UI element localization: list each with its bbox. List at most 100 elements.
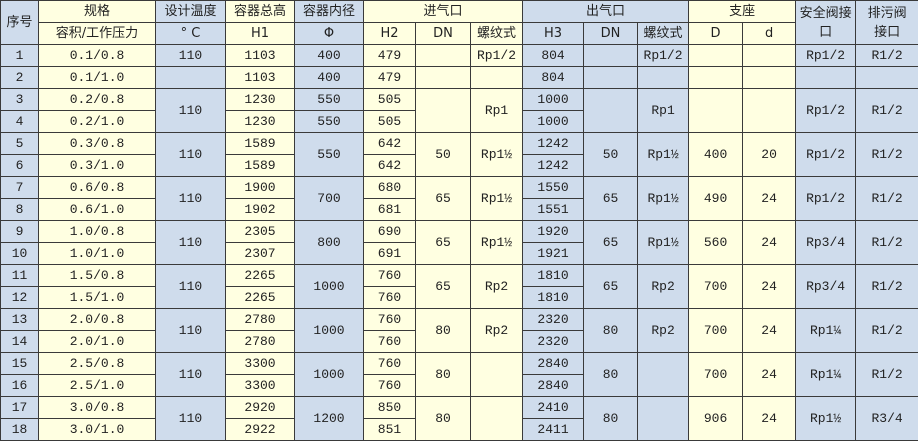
cell-seq: 9 bbox=[0, 220, 39, 243]
cell-temp: 110 bbox=[155, 44, 226, 67]
header-phi: Φ bbox=[294, 22, 364, 45]
table-row: 2 0.1/1.0 1103 400 479 804 bbox=[0, 66, 918, 89]
cell-diameter: 1200 bbox=[294, 396, 364, 441]
cell-temp: 110 bbox=[155, 132, 226, 177]
cell-seq: 4 bbox=[0, 110, 39, 133]
cell-inlet-thread bbox=[469, 66, 524, 89]
cell-support-D: 560 bbox=[688, 220, 744, 265]
cell-h1: 2780 bbox=[225, 330, 295, 353]
cell-safety-valve: Rp3/4 bbox=[795, 264, 857, 309]
cell-outlet-h3: 1550 bbox=[522, 176, 585, 199]
cell-outlet-thread: Rp1/2 bbox=[637, 44, 690, 67]
cell-inlet-h2: 760 bbox=[363, 286, 416, 309]
cell-h1: 3300 bbox=[225, 352, 295, 375]
cell-diameter: 400 bbox=[294, 44, 364, 67]
cell-seq: 10 bbox=[0, 242, 39, 265]
cell-drain-valve: R3/4 bbox=[855, 396, 918, 441]
table-row: 14 2.0/1.0 2780 760 2320 bbox=[0, 330, 918, 353]
header-seq: 序号 bbox=[0, 0, 39, 45]
header-inlet-dn: DN bbox=[415, 22, 471, 45]
cell-outlet-h3: 2840 bbox=[522, 374, 585, 397]
cell-inlet-thread: Rp2 bbox=[469, 308, 524, 353]
table-row: 11 1.5/0.8 110 2265 1000 760 65 Rp2 1810 65 Rp2 700… bbox=[0, 264, 918, 309]
table-row: 7 0.6/0.8 110 1900 700 680 65 Rp1½ 1550 65 Rp1½ 490… bbox=[0, 176, 918, 221]
cell-support-D: 700 bbox=[688, 308, 744, 353]
header-temp: 设计温度 bbox=[155, 0, 226, 23]
cell-seq: 12 bbox=[0, 286, 39, 309]
cell-outlet-h3: 1242 bbox=[522, 154, 585, 177]
cell-outlet-h3: 2840 bbox=[522, 352, 585, 375]
cell-spec: 0.3/0.8 bbox=[38, 132, 156, 155]
cell-h1: 2780 bbox=[225, 308, 295, 331]
header-diameter: 容器内径 bbox=[294, 0, 364, 23]
cell-h1: 3300 bbox=[225, 374, 295, 397]
cell-seq: 8 bbox=[0, 198, 39, 221]
cell-support-d bbox=[742, 88, 797, 133]
cell-inlet-h2: 690 bbox=[363, 220, 416, 243]
cell-spec: 3.0/0.8 bbox=[38, 396, 156, 419]
cell-seq: 16 bbox=[0, 374, 39, 397]
cell-inlet-h2: 851 bbox=[363, 418, 416, 441]
cell-support-d bbox=[742, 44, 797, 67]
cell-inlet-h2: 760 bbox=[363, 264, 416, 287]
cell-temp bbox=[155, 66, 226, 89]
header-safety-valve: 安全阀接口 bbox=[795, 0, 857, 45]
table-row: 6 0.3/1.0 1589 642 1242 bbox=[0, 154, 918, 177]
cell-drain-valve: R1/2 bbox=[855, 264, 918, 309]
cell-safety-valve bbox=[795, 66, 857, 89]
cell-outlet-h3: 1551 bbox=[522, 198, 585, 221]
cell-inlet-dn: 80 bbox=[415, 308, 471, 353]
table-row: 5 0.3/0.8 110 1589 550 642 50 Rp1½ 1242 50 Rp1½ 400… bbox=[0, 132, 918, 177]
cell-outlet-h3: 2410 bbox=[522, 396, 585, 419]
cell-support-D bbox=[688, 88, 744, 133]
cell-h1: 1900 bbox=[225, 176, 295, 199]
cell-seq: 2 bbox=[0, 66, 39, 89]
cell-outlet-thread: Rp2 bbox=[637, 264, 690, 309]
header-spec-sub: 容积/工作压力 bbox=[38, 22, 156, 45]
cell-temp: 110 bbox=[155, 88, 226, 133]
cell-outlet-thread bbox=[637, 66, 690, 89]
cell-seq: 5 bbox=[0, 132, 39, 155]
cell-safety-valve: Rp1/2 bbox=[795, 132, 857, 177]
table-row: 13 2.0/0.8 110 2780 1000 760 80 Rp2 2320 80 Rp2 700… bbox=[0, 308, 918, 353]
cell-spec: 2.0/1.0 bbox=[38, 330, 156, 353]
table-body: 1 0.1/0.8 110 1103 400 479 Rp1/2 804 Rp1/2 Rp1/2 R… bbox=[0, 44, 918, 441]
cell-inlet-dn: 65 bbox=[415, 176, 471, 221]
cell-h1: 1230 bbox=[225, 88, 295, 111]
cell-inlet-dn bbox=[415, 66, 471, 89]
cell-spec: 2.0/0.8 bbox=[38, 308, 156, 331]
header-support-d: d bbox=[742, 22, 797, 45]
cell-h1: 2920 bbox=[225, 396, 295, 419]
header-outlet-thread: 螺纹式 bbox=[637, 22, 690, 45]
cell-seq: 1 bbox=[0, 44, 39, 67]
cell-diameter: 1000 bbox=[294, 308, 364, 353]
cell-inlet-thread: Rp2 bbox=[469, 264, 524, 309]
cell-outlet-h3: 2320 bbox=[522, 308, 585, 331]
cell-support-D: 700 bbox=[688, 352, 744, 397]
cell-inlet-h2: 760 bbox=[363, 308, 416, 331]
cell-inlet-h2: 760 bbox=[363, 374, 416, 397]
cell-temp: 110 bbox=[155, 264, 226, 309]
cell-safety-valve: Rp1/2 bbox=[795, 176, 857, 221]
cell-safety-valve: Rp1/2 bbox=[795, 44, 857, 67]
cell-outlet-h3: 804 bbox=[522, 44, 585, 67]
cell-seq: 15 bbox=[0, 352, 39, 375]
cell-diameter: 550 bbox=[294, 132, 364, 177]
table-row: 9 1.0/0.8 110 2305 800 690 65 Rp1½ 1920 65 Rp1½ 560… bbox=[0, 220, 918, 265]
cell-outlet-h3: 1810 bbox=[522, 264, 585, 287]
cell-safety-valve: Rp3/4 bbox=[795, 220, 857, 265]
cell-spec: 0.1/1.0 bbox=[38, 66, 156, 89]
cell-drain-valve: R1/2 bbox=[855, 44, 918, 67]
cell-support-d bbox=[742, 66, 797, 89]
header-outlet: 出气口 bbox=[522, 0, 690, 23]
cell-drain-valve: R1/2 bbox=[855, 308, 918, 353]
cell-temp: 110 bbox=[155, 220, 226, 265]
cell-support-D bbox=[688, 44, 744, 67]
cell-seq: 6 bbox=[0, 154, 39, 177]
cell-drain-valve bbox=[855, 66, 918, 89]
cell-safety-valve: Rp1¼ bbox=[795, 352, 857, 397]
cell-outlet-h3: 804 bbox=[522, 66, 585, 89]
cell-outlet-thread: Rp1½ bbox=[637, 132, 690, 177]
cell-outlet-h3: 1810 bbox=[522, 286, 585, 309]
